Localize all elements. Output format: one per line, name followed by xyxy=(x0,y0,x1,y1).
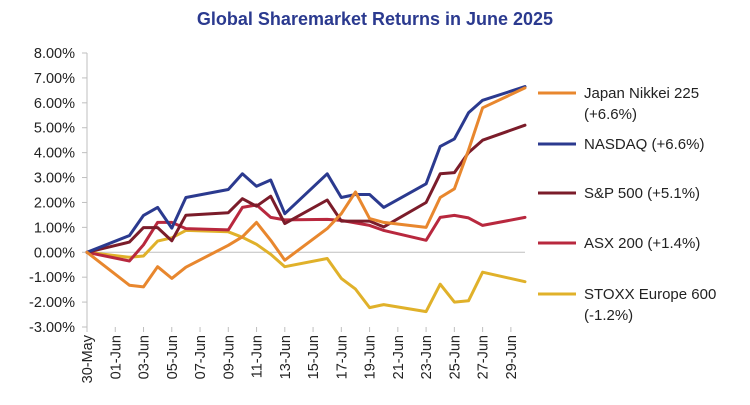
x-tick-label: 03-Jun xyxy=(137,335,153,379)
x-tick-label: 17-Jun xyxy=(334,335,350,379)
x-tick-label: 09-Jun xyxy=(221,335,237,379)
x-tick-label: 27-Jun xyxy=(476,335,492,379)
series-line-2 xyxy=(85,123,527,254)
legend-label: STOXX Europe 600 xyxy=(584,286,716,303)
y-tick-label: 6.00% xyxy=(34,96,75,112)
x-tick-label: 11-Jun xyxy=(250,335,266,378)
x-tick-label: 15-Jun xyxy=(306,335,322,379)
x-tick-label: 21-Jun xyxy=(391,335,407,379)
y-tick-label: 3.00% xyxy=(34,171,75,187)
y-tick-label: 4.00% xyxy=(34,146,75,162)
x-tick-label: 29-Jun xyxy=(504,335,520,379)
chart-title: Global Sharemarket Returns in June 2025 xyxy=(196,9,554,29)
series-line-0 xyxy=(85,86,527,289)
x-tick-label: 19-Jun xyxy=(363,335,379,379)
y-tick-label: -1.00% xyxy=(29,270,75,286)
legend-label-line2: (+6.6%) xyxy=(584,106,637,123)
x-tick-label: 23-Jun xyxy=(419,335,435,379)
y-tick-label: 0.00% xyxy=(34,245,75,261)
chart-axes: -3.00% -2.00% -1.00% 0.00% 1.00% 2.00% 3.00% 4.… xyxy=(29,46,525,383)
x-tick-label: 07-Jun xyxy=(193,335,209,379)
series-layer xyxy=(85,85,527,314)
y-tick-label: 7.00% xyxy=(34,71,75,87)
legend-label: NASDAQ (+6.6%) xyxy=(584,136,704,153)
x-tick-label: 01-Jun xyxy=(108,335,124,379)
x-tick-label: 30-May xyxy=(80,334,96,383)
y-tick-label: 8.00% xyxy=(34,46,75,62)
y-tick-label: -3.00% xyxy=(29,320,75,336)
x-tick-label: 25-Jun xyxy=(447,335,463,379)
y-tick-label: 1.00% xyxy=(34,220,75,236)
x-tick-label: 13-Jun xyxy=(278,335,294,379)
y-tick-label: 5.00% xyxy=(34,121,75,137)
legend-label-line2: (-1.2%) xyxy=(584,307,633,324)
y-tick-label: 2.00% xyxy=(34,195,75,211)
series-line-3 xyxy=(85,203,527,263)
series-line-4 xyxy=(85,228,527,314)
x-tick-label: 05-Jun xyxy=(165,335,181,379)
y-tick-label: -2.00% xyxy=(29,295,75,311)
series-line-1 xyxy=(85,85,527,254)
legend: Japan Nikkei 225 (+6.6%) NASDAQ (+6.6%) S&P… xyxy=(538,85,716,324)
legend-label: Japan Nikkei 225 xyxy=(584,85,699,102)
legend-label: ASX 200 (+1.4%) xyxy=(584,235,700,252)
legend-label: S&P 500 (+5.1%) xyxy=(584,185,700,202)
